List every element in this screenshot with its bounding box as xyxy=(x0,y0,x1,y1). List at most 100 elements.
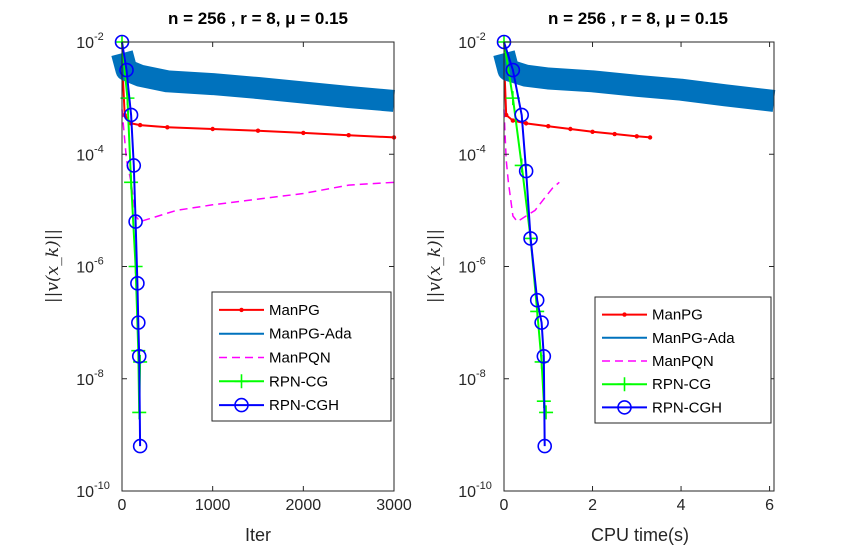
left-point-rpn-cgh xyxy=(128,214,143,229)
left-point-manpg xyxy=(137,122,143,128)
right-point-rpn-cgh xyxy=(534,315,549,330)
left-y-tick-exponent: -2 xyxy=(94,31,104,43)
left-legend-label-rpn-cg: RPN-CG xyxy=(269,373,328,390)
left-y-tick-label: 10 xyxy=(76,372,94,389)
right-point-manpg xyxy=(510,118,516,123)
right-series-manpg-ada xyxy=(493,50,776,112)
left-y-tick-label: 10 xyxy=(76,260,94,277)
right-legend-label-rpn-cg: RPN-CG xyxy=(652,376,711,393)
left-point-manpg xyxy=(255,128,261,133)
right-point-manpg xyxy=(504,112,509,118)
right-legend: ManPG ManPG-Ada ManPQN RPN-CG RPN-CGH xyxy=(594,296,772,424)
left-plot-area xyxy=(121,41,395,492)
left-point-manpg xyxy=(301,130,306,136)
left-x-tick-label: 2000 xyxy=(286,497,322,514)
left-chart-panel: n = 256 , r = 8, μ = 0.15 0 1000 2000 3000 1… xyxy=(43,9,412,545)
left-point-rpn-cgh xyxy=(132,438,148,454)
right-y-tick-exponent: -6 xyxy=(476,256,486,268)
right-point-manpg xyxy=(612,131,617,137)
right-series-manpg xyxy=(503,58,651,139)
right-y-tick-exponent: -10 xyxy=(476,480,492,492)
right-point-rpn-cgh xyxy=(523,231,538,246)
right-point-manpg xyxy=(523,121,529,126)
right-y-axis-label: ||v(x_k)|| xyxy=(425,229,445,303)
left-legend-label-manpg-ada: ManPG-Ada xyxy=(269,326,352,343)
left-point-rpn-cgh xyxy=(119,62,134,78)
left-legend-marker-rpn-cgh xyxy=(234,397,249,413)
left-point-rpn-cgh xyxy=(130,276,145,291)
right-legend-box xyxy=(594,296,772,424)
left-point-rpn-cg xyxy=(128,259,143,274)
right-point-manpg xyxy=(568,126,573,132)
left-point-manpg xyxy=(210,126,215,132)
right-series-manpqn xyxy=(503,109,560,223)
right-point-rpn-cgh xyxy=(529,292,545,308)
right-legend-marker-rpn-cg xyxy=(617,377,632,392)
right-y-tick-label: 10 xyxy=(458,484,476,501)
left-series-manpg-ada xyxy=(111,50,395,112)
left-legend-label-rpn-cgh: RPN-CGH xyxy=(269,397,339,414)
right-point-rpn-cgh xyxy=(536,348,552,364)
right-point-rpn-cgh xyxy=(537,438,553,454)
left-point-rpn-cgh xyxy=(131,348,147,364)
right-legend-marker-rpn-cgh xyxy=(617,400,632,415)
left-series-rpn-cgh xyxy=(121,41,142,447)
right-point-rpn-cgh xyxy=(514,107,530,123)
right-point-rpn-cgh xyxy=(518,163,534,179)
left-legend-box xyxy=(211,291,392,422)
left-legend-label-manpg: ManPG xyxy=(269,302,320,319)
left-legend-marker-rpn-cg xyxy=(234,374,249,389)
left-y-tick-label: 10 xyxy=(76,35,94,52)
left-x-tick-label: 1000 xyxy=(195,497,231,514)
right-point-manpg xyxy=(546,123,551,129)
left-legend-label-manpqn: ManPQN xyxy=(269,350,331,367)
left-y-tick-label: 10 xyxy=(76,147,94,164)
right-legend-label-manpg: ManPG xyxy=(652,307,703,324)
left-point-rpn-cgh xyxy=(126,158,142,173)
left-chart-title: n = 256 , r = 8, μ = 0.15 xyxy=(168,9,348,28)
right-plot-series xyxy=(493,34,776,454)
right-x-axis-label: CPU time(s) xyxy=(591,525,689,545)
right-legend-label-manpg-ada: ManPG-Ada xyxy=(652,330,735,347)
left-point-rpn-cg xyxy=(120,91,135,106)
left-x-tick-label: 0 xyxy=(118,497,127,514)
left-y-tick-exponent: -6 xyxy=(94,256,104,268)
right-series-rpn-cgh xyxy=(503,41,546,447)
right-x-tick-label: 2 xyxy=(588,497,597,514)
left-y-tick-label: 10 xyxy=(76,484,94,501)
left-point-manpg xyxy=(346,132,351,138)
right-point-manpg xyxy=(647,135,653,140)
right-legend-label-rpn-cgh: RPN-CGH xyxy=(652,399,722,416)
right-y-tick-label: 10 xyxy=(458,35,476,52)
left-point-rpn-cg xyxy=(124,175,139,190)
left-y-tick-exponent: -10 xyxy=(94,480,110,492)
left-legend-marker-manpg xyxy=(239,307,244,313)
left-x-tick-label: 3000 xyxy=(376,497,412,514)
right-x-tick-label: 0 xyxy=(500,497,509,514)
left-y-tick-exponent: -4 xyxy=(94,143,104,155)
left-point-rpn-cgh xyxy=(123,107,139,123)
left-point-manpg xyxy=(165,125,170,130)
left-y-tick-exponent: -8 xyxy=(94,368,104,380)
left-x-axis-label: Iter xyxy=(245,525,271,545)
right-y-tick-label: 10 xyxy=(458,372,476,389)
right-y-tick-label: 10 xyxy=(458,147,476,164)
right-y-tick-label: 10 xyxy=(458,260,476,277)
left-y-axis-label: ||v(x_k)|| xyxy=(43,229,63,303)
right-y-tick-exponent: -8 xyxy=(476,368,486,380)
right-chart-title: n = 256 , r = 8, μ = 0.15 xyxy=(548,9,728,28)
right-legend-label-manpqn: ManPQN xyxy=(652,353,714,370)
right-legend-marker-manpg xyxy=(622,312,627,317)
left-point-rpn-cgh xyxy=(131,315,146,330)
left-legend: ManPG ManPG-Ada ManPQN RPN-CG RPN-CGH xyxy=(211,291,392,422)
right-point-rpn-cgh xyxy=(505,62,521,78)
right-y-tick-exponent: -2 xyxy=(476,31,486,43)
right-y-tick-exponent: -4 xyxy=(476,143,486,155)
left-plot-series xyxy=(111,34,397,454)
right-x-tick-label: 4 xyxy=(677,497,686,514)
right-point-manpg xyxy=(590,129,595,134)
